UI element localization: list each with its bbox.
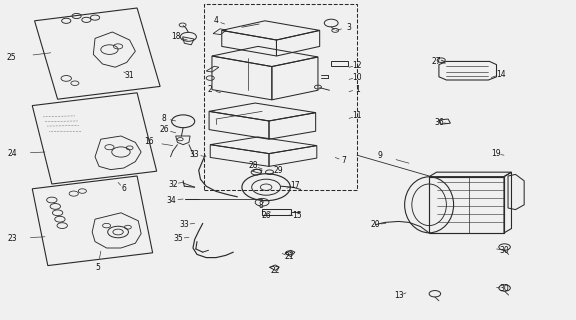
Text: 30: 30 [500, 246, 509, 255]
Text: 32: 32 [168, 180, 177, 188]
Text: 23: 23 [8, 234, 17, 243]
Text: 6: 6 [122, 184, 126, 193]
Text: 34: 34 [167, 196, 176, 204]
Text: 36: 36 [434, 118, 444, 127]
Text: 4: 4 [214, 16, 218, 25]
Text: 35: 35 [174, 234, 183, 243]
Text: 15: 15 [293, 212, 302, 220]
Text: 24: 24 [8, 149, 17, 158]
Text: 29: 29 [274, 166, 283, 175]
Text: 31: 31 [125, 71, 134, 80]
Text: 7: 7 [342, 156, 346, 165]
Text: 26: 26 [262, 211, 271, 220]
Text: 30: 30 [500, 284, 509, 293]
Text: 33: 33 [180, 220, 189, 229]
Text: 9: 9 [378, 151, 382, 160]
Text: 10: 10 [353, 73, 362, 82]
Text: 8: 8 [162, 114, 166, 123]
Text: 8: 8 [259, 201, 263, 210]
Text: 18: 18 [171, 32, 180, 41]
Text: 12: 12 [353, 61, 362, 70]
Text: 5: 5 [96, 263, 100, 272]
Text: 17: 17 [291, 181, 300, 190]
Text: 28: 28 [249, 161, 258, 170]
Text: 27: 27 [432, 57, 441, 66]
Text: 14: 14 [497, 70, 506, 79]
Text: 33: 33 [190, 150, 199, 159]
Text: 20: 20 [371, 220, 380, 229]
Text: 2: 2 [208, 85, 213, 94]
Text: 21: 21 [285, 252, 294, 261]
Text: 13: 13 [394, 292, 403, 300]
Text: 19: 19 [492, 149, 501, 158]
Text: 1: 1 [355, 85, 359, 94]
Text: 11: 11 [353, 111, 362, 120]
Text: 25: 25 [7, 53, 16, 62]
Text: 3: 3 [346, 23, 351, 32]
Text: 16: 16 [144, 137, 153, 146]
Text: 26: 26 [160, 125, 169, 134]
Text: 22: 22 [271, 266, 280, 275]
